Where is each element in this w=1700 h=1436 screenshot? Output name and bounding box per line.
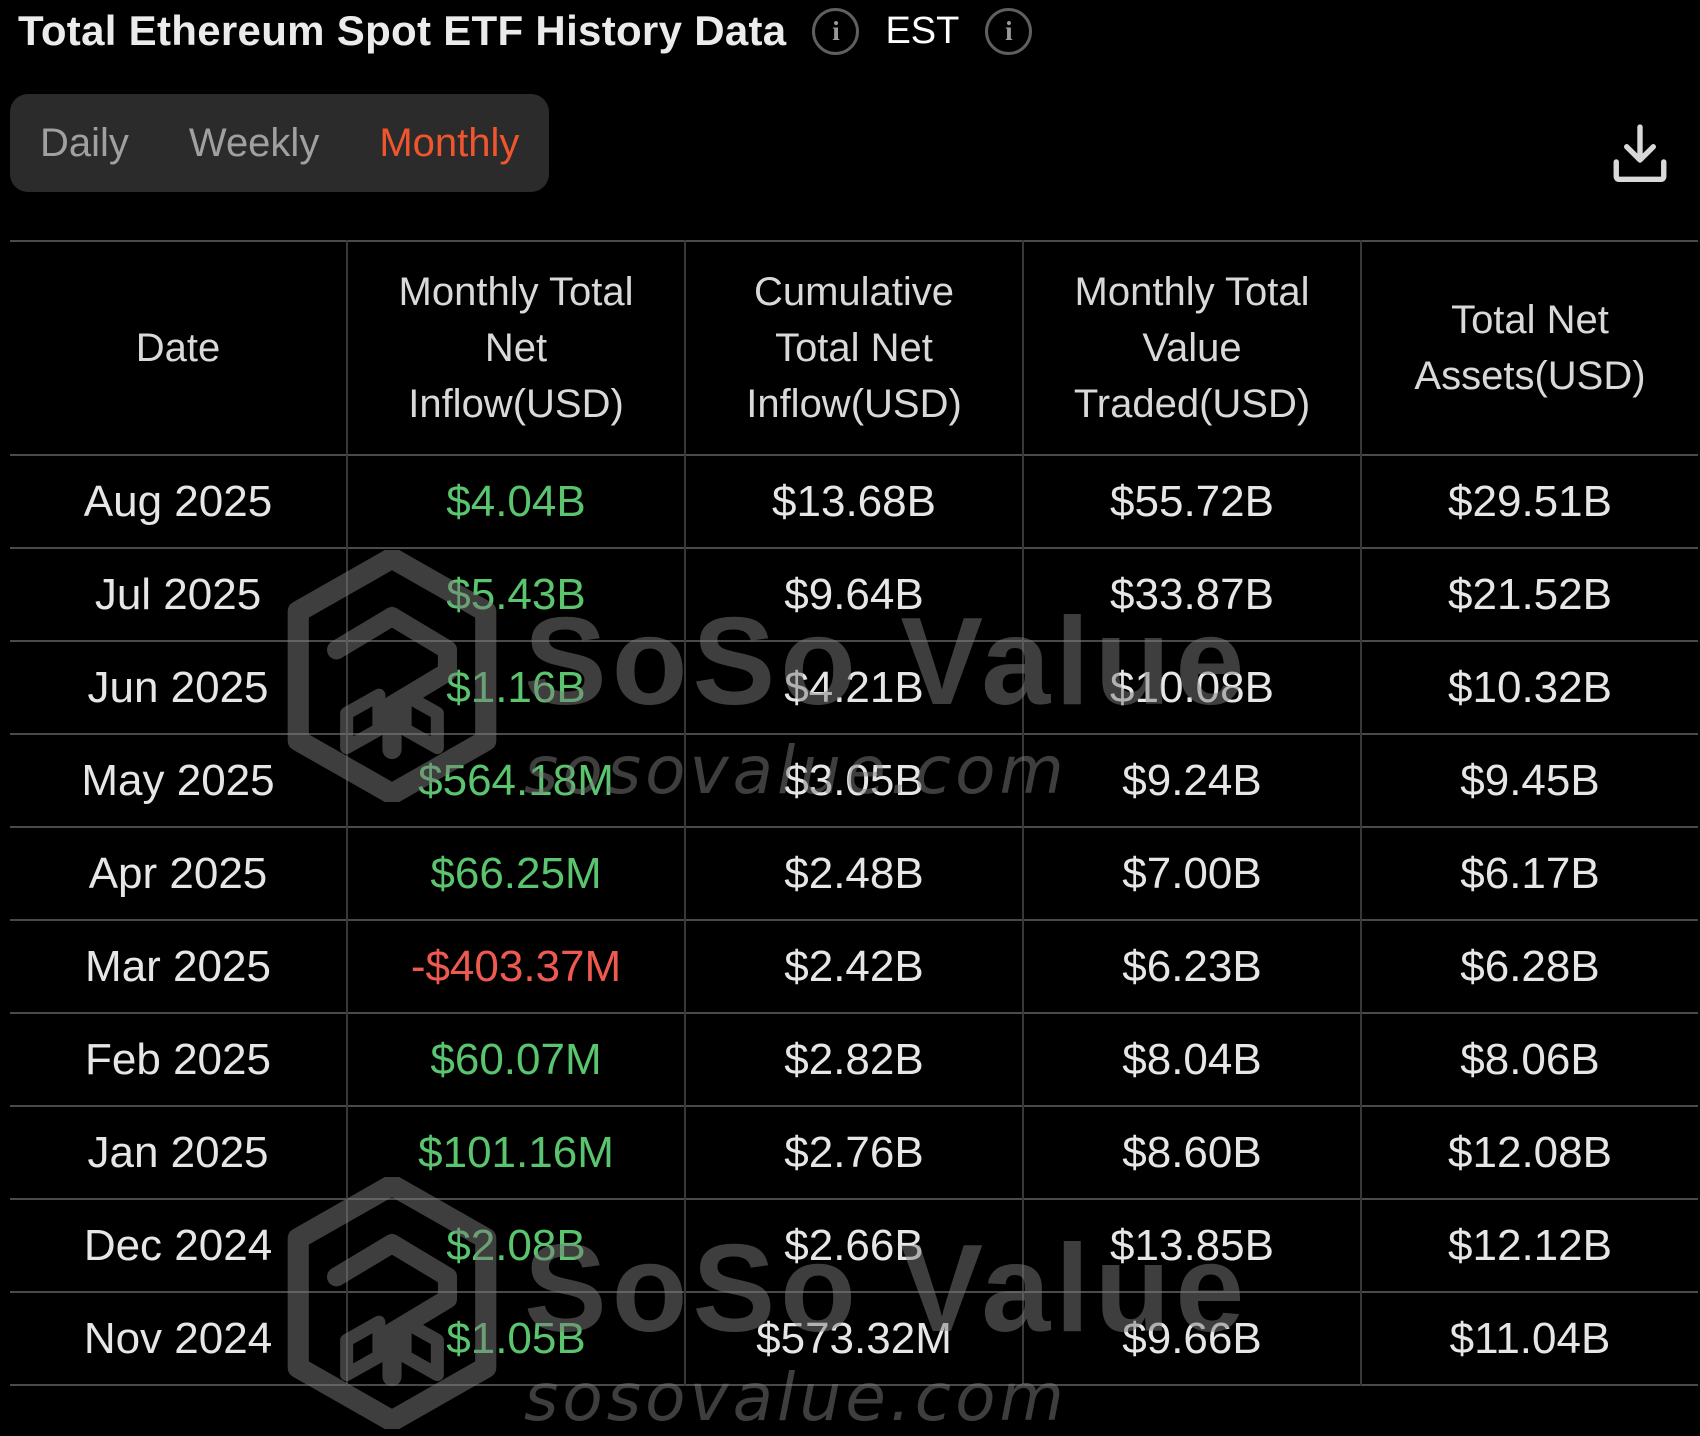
table-row: Aug 2025 $4.04B $13.68B $55.72B $29.51B [10, 455, 1698, 548]
net-assets-cell: $6.17B [1360, 827, 1698, 920]
date-cell: Jul 2025 [94, 569, 262, 619]
date-cell: Apr 2025 [88, 848, 268, 898]
date-cell: Aug 2025 [83, 476, 273, 526]
value-traded-cell: $6.23B [1022, 920, 1361, 1013]
table-row: Feb 2025 $60.07M $2.82B $8.04B $8.06B [10, 1013, 1698, 1106]
net-assets-cell: $8.06B [1360, 1013, 1698, 1106]
table-row: Dec 2024 $2.08B $2.66B $13.85B $12.12B [10, 1199, 1698, 1292]
table-row: Jan 2025 $101.16M $2.76B $8.60B $12.08B [10, 1106, 1698, 1199]
cumulative-inflow-cell: $573.32M [684, 1292, 1023, 1385]
table-row: Mar 2025 -$403.37M $2.42B $6.23B $6.28B [10, 920, 1698, 1013]
column-header: Cumulative Total Net Inflow(USD) [684, 241, 1023, 455]
table-row: Apr 2025 $66.25M $2.48B $7.00B $6.17B [10, 827, 1698, 920]
value-traded-cell: $9.66B [1022, 1292, 1361, 1385]
net-inflow-cell: $60.07M [346, 1013, 685, 1106]
net-inflow-cell: $101.16M [346, 1106, 685, 1199]
net-assets-cell: $6.28B [1360, 920, 1698, 1013]
table-body: Aug 2025 $4.04B $13.68B $55.72B $29.51B Jul 2… [10, 455, 1698, 1385]
cumulative-inflow-cell: $2.48B [684, 827, 1023, 920]
value-traded-cell: $10.08B [1022, 641, 1361, 734]
net-inflow-cell: $1.16B [346, 641, 685, 734]
date-cell: Feb 2025 [85, 1034, 271, 1084]
net-assets-cell: $9.45B [1360, 734, 1698, 827]
page-title: Total Ethereum Spot ETF History Data [18, 7, 787, 54]
date-cell: Jun 2025 [87, 662, 269, 712]
net-assets-cell: $29.51B [1360, 455, 1698, 548]
column-header: Total Net Assets(USD) [1360, 241, 1698, 455]
net-inflow-cell: $4.04B [346, 455, 685, 548]
cumulative-inflow-cell: $2.66B [684, 1199, 1023, 1292]
net-inflow-cell: $564.18M [346, 734, 685, 827]
cumulative-inflow-cell: $4.21B [684, 641, 1023, 734]
cumulative-inflow-cell: $3.05B [684, 734, 1023, 827]
cumulative-inflow-cell: $2.76B [684, 1106, 1023, 1199]
value-traded-cell: $8.60B [1022, 1106, 1361, 1199]
cumulative-inflow-cell: $13.68B [684, 455, 1023, 548]
column-header: Monthly Total Net Inflow(USD) [346, 241, 685, 455]
title-row: Total Ethereum Spot ETF History Data i E… [18, 2, 1033, 60]
date-cell: Mar 2025 [85, 941, 271, 991]
column-header: Monthly Total Value Traded(USD) [1022, 241, 1361, 455]
cumulative-inflow-cell: $2.82B [684, 1013, 1023, 1106]
net-assets-cell: $12.12B [1360, 1199, 1698, 1292]
timezone-info-icon[interactable]: i [985, 7, 1033, 55]
period-tabs: Daily Weekly Monthly [10, 94, 550, 192]
net-inflow-cell: $66.25M [346, 827, 685, 920]
table-row: Nov 2024 $1.05B $573.32M $9.66B $11.04B [10, 1292, 1698, 1385]
net-inflow-cell: $2.08B [346, 1199, 685, 1292]
table-header-row: Date Monthly Total Net Inflow(USD) Cumulat… [10, 241, 1698, 455]
cumulative-inflow-cell: $9.64B [684, 548, 1023, 641]
net-inflow-cell: $1.05B [346, 1292, 685, 1385]
date-cell: Jan 2025 [87, 1127, 269, 1177]
download-button[interactable] [1602, 116, 1678, 192]
value-traded-cell: $55.72B [1022, 455, 1361, 548]
net-assets-cell: $21.52B [1360, 548, 1698, 641]
value-traded-cell: $13.85B [1022, 1199, 1361, 1292]
tab-daily[interactable]: Daily [40, 120, 129, 165]
value-traded-cell: $8.04B [1022, 1013, 1361, 1106]
info-icon[interactable]: i [812, 7, 860, 55]
date-cell: Nov 2024 [83, 1313, 273, 1363]
cumulative-inflow-cell: $2.42B [684, 920, 1023, 1013]
value-traded-cell: $9.24B [1022, 734, 1361, 827]
net-inflow-cell: $5.43B [346, 548, 685, 641]
table-row: Jun 2025 $1.16B $4.21B $10.08B $10.32B [10, 641, 1698, 734]
tab-weekly[interactable]: Weekly [188, 120, 320, 165]
date-cell: Dec 2024 [83, 1220, 273, 1270]
net-assets-cell: $12.08B [1360, 1106, 1698, 1199]
download-icon [1613, 124, 1667, 183]
net-assets-cell: $10.32B [1360, 641, 1698, 734]
net-inflow-cell: -$403.37M [346, 920, 685, 1013]
date-cell: May 2025 [81, 755, 275, 805]
timezone-label: EST [885, 9, 960, 52]
etf-history-table: Date Monthly Total Net Inflow(USD) Cumulat… [10, 240, 1698, 1386]
table-row: May 2025 $564.18M $3.05B $9.24B $9.45B [10, 734, 1698, 827]
value-traded-cell: $33.87B [1022, 548, 1361, 641]
table-row: Jul 2025 $5.43B $9.64B $33.87B $21.52B [10, 548, 1698, 641]
tab-monthly[interactable]: Monthly [379, 120, 520, 165]
column-header: Date [135, 326, 221, 370]
value-traded-cell: $7.00B [1022, 827, 1361, 920]
net-assets-cell: $11.04B [1360, 1292, 1698, 1385]
